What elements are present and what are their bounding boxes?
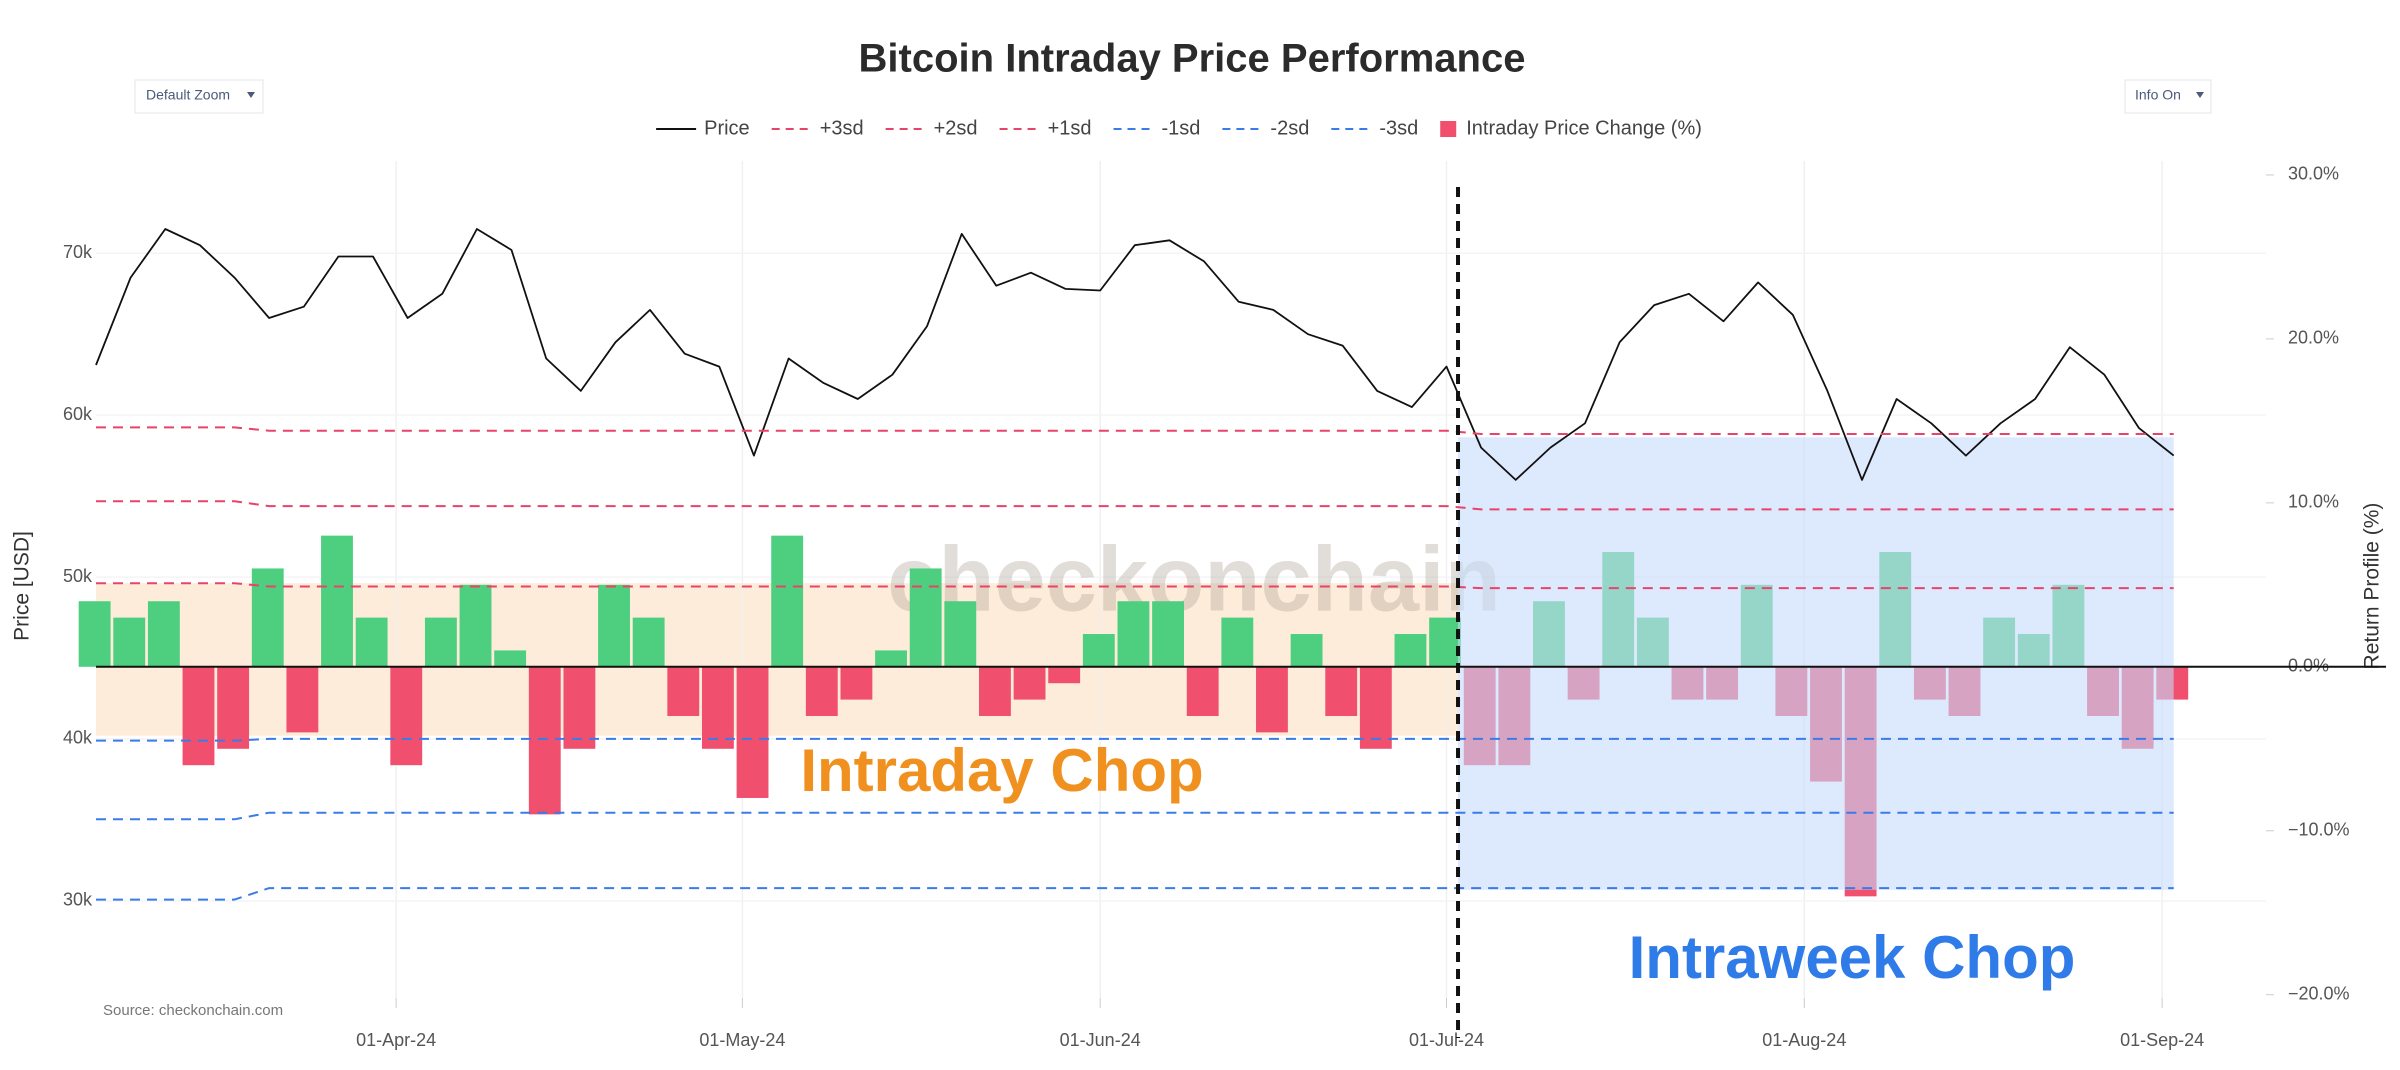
annotation-text: Intraday Chop [800, 737, 1203, 804]
bar [113, 617, 146, 667]
y2-tick-label: 30.0% [2288, 164, 2339, 184]
bar [701, 666, 734, 749]
bar [598, 584, 630, 667]
legend-label: -1sd [1162, 117, 1201, 139]
x-tick-label: 01-May-24 [699, 1030, 785, 1050]
bar [1221, 617, 1254, 667]
y-tick-label: 50k [63, 566, 93, 586]
x-tick-label: 01-Jul-24 [1409, 1030, 1484, 1050]
bar [528, 666, 561, 815]
dropdown-arrow[interactable] [2196, 92, 2204, 98]
bar [1394, 634, 1427, 667]
x-tick-label: 01-Jun-24 [1060, 1030, 1141, 1050]
annotation-text: Intraweek Chop [1629, 924, 2076, 991]
bar [840, 666, 873, 700]
bar [736, 666, 769, 798]
sd-line [96, 582, 2174, 590]
sd-line [96, 887, 2174, 901]
legend-label: Price [704, 117, 750, 139]
y2-tick-label: 20.0% [2288, 328, 2339, 348]
legend-swatch [1440, 121, 1457, 137]
dropdown-box[interactable] [2124, 79, 2212, 114]
bar [321, 535, 353, 667]
dropdown-label[interactable]: Info On [2135, 87, 2181, 103]
x-tick-label: 01-Aug-24 [1762, 1030, 1846, 1050]
bar [1048, 666, 1081, 684]
legend-label: +2sd [934, 117, 978, 139]
y-tick-label: 40k [63, 728, 93, 748]
chart-title: Bitcoin Intraday Price Performance [859, 37, 1526, 81]
legend-label: +3sd [820, 117, 864, 139]
info-dropdown[interactable]: Info On [2124, 79, 2212, 114]
annotation-region [1458, 437, 2174, 890]
bar [494, 650, 527, 667]
bar [1186, 666, 1219, 716]
bar [771, 535, 804, 667]
y2-tick-label: −10.0% [2288, 820, 2350, 840]
legend-label: +1sd [1048, 117, 1092, 139]
bar [979, 666, 1011, 716]
bar [563, 666, 596, 749]
bar [944, 601, 977, 667]
sd-line [96, 737, 2174, 742]
bar [217, 666, 250, 749]
dropdown-box[interactable] [134, 79, 264, 114]
bar [1082, 634, 1115, 667]
bar [1359, 666, 1392, 749]
y-tick-label: 60k [63, 404, 93, 424]
bar [286, 666, 319, 733]
bar [390, 666, 423, 766]
source-note: Source: checkonchain.com [103, 1002, 283, 1019]
bar [805, 666, 838, 716]
bar [355, 617, 388, 667]
bar [182, 666, 215, 766]
dropdown-label[interactable]: Default Zoom [146, 87, 230, 103]
watermark: checkonchain [887, 528, 1501, 630]
bar [1325, 666, 1358, 716]
bar [1429, 617, 1462, 667]
y2-axis-title: Return Profile (%) [2361, 503, 2384, 670]
dropdown-arrow[interactable] [247, 92, 255, 98]
bar [875, 650, 907, 667]
bar [147, 601, 180, 667]
price-line [95, 228, 2175, 481]
y-tick-label: 30k [63, 890, 93, 910]
bar [424, 617, 457, 667]
bar [1152, 601, 1185, 667]
bar [1013, 666, 1046, 700]
sd-line [96, 426, 2174, 435]
bar [909, 568, 942, 667]
y2-tick-label: −20.0% [2288, 983, 2350, 1003]
y-tick-label: 70k [63, 242, 93, 262]
bar [667, 666, 700, 716]
bar [632, 617, 665, 667]
bar [78, 601, 111, 667]
y2-tick-label: 10.0% [2288, 492, 2339, 512]
sd-line [96, 811, 2174, 821]
legend-label: Intraday Price Change (%) [1466, 117, 1702, 139]
y2-tick-label: 0.0% [2288, 656, 2329, 676]
legend-label: -2sd [1270, 117, 1309, 139]
x-tick-label: 01-Sep-24 [2120, 1030, 2204, 1050]
bar [1290, 634, 1323, 667]
bar [1256, 666, 1288, 733]
bar [251, 568, 284, 667]
y-axis-title: Price [USD] [11, 531, 34, 641]
sd-line [96, 500, 2174, 511]
legend: Price +3sd +2sd +1sd -1sd -2sd -3sd Intraday Pr… [656, 117, 1702, 139]
zoom-dropdown[interactable]: Default Zoom [134, 79, 264, 114]
legend-label: -3sd [1379, 117, 1418, 139]
bar [459, 584, 492, 667]
x-tick-label: 01-Apr-24 [356, 1030, 436, 1050]
bar [1117, 601, 1150, 667]
